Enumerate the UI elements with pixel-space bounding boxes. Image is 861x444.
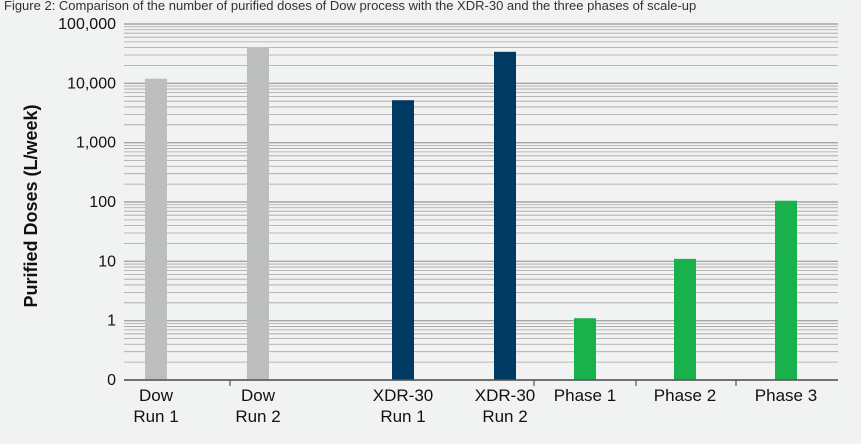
y-tick-label: 100,000 — [58, 16, 116, 33]
y-axis-tick-labels: 0 1 10 100 1,000 10,000 100,000 — [58, 16, 116, 389]
y-tick-label: 100 — [89, 194, 116, 211]
bar — [247, 47, 269, 380]
bar — [574, 318, 596, 380]
x-category-label: XDR-30 Run 2 — [475, 386, 535, 426]
x-category-label: Phase 2 — [654, 386, 716, 405]
bar — [674, 258, 696, 380]
gridlines — [124, 23, 838, 381]
bar — [775, 200, 797, 380]
y-tick-label: 10,000 — [67, 75, 116, 92]
y-tick-label: 1,000 — [76, 135, 116, 152]
x-category-label: Phase 3 — [755, 386, 817, 405]
bars — [145, 47, 797, 386]
bar — [145, 78, 167, 380]
y-tick-label: 0 — [107, 372, 116, 389]
y-tick-label: 1 — [107, 313, 116, 330]
x-axis-category-labels: Dow Run 1 Dow Run 2 XDR-30 Run 1 XDR-30 Run 2 Ph… — [133, 386, 817, 426]
x-category-label: Dow Run 2 — [235, 386, 280, 426]
bar — [494, 51, 516, 380]
figure-caption: Figure 2: Comparison of the number of pu… — [4, 0, 696, 13]
y-tick-label: 10 — [98, 253, 116, 270]
x-category-label: Dow Run 1 — [133, 386, 178, 426]
x-category-label: Phase 1 — [554, 386, 616, 405]
bar — [392, 100, 414, 380]
y-axis-title: Purified Doses (L/week) — [21, 104, 41, 307]
x-category-label: XDR-30 Run 1 — [373, 386, 433, 426]
